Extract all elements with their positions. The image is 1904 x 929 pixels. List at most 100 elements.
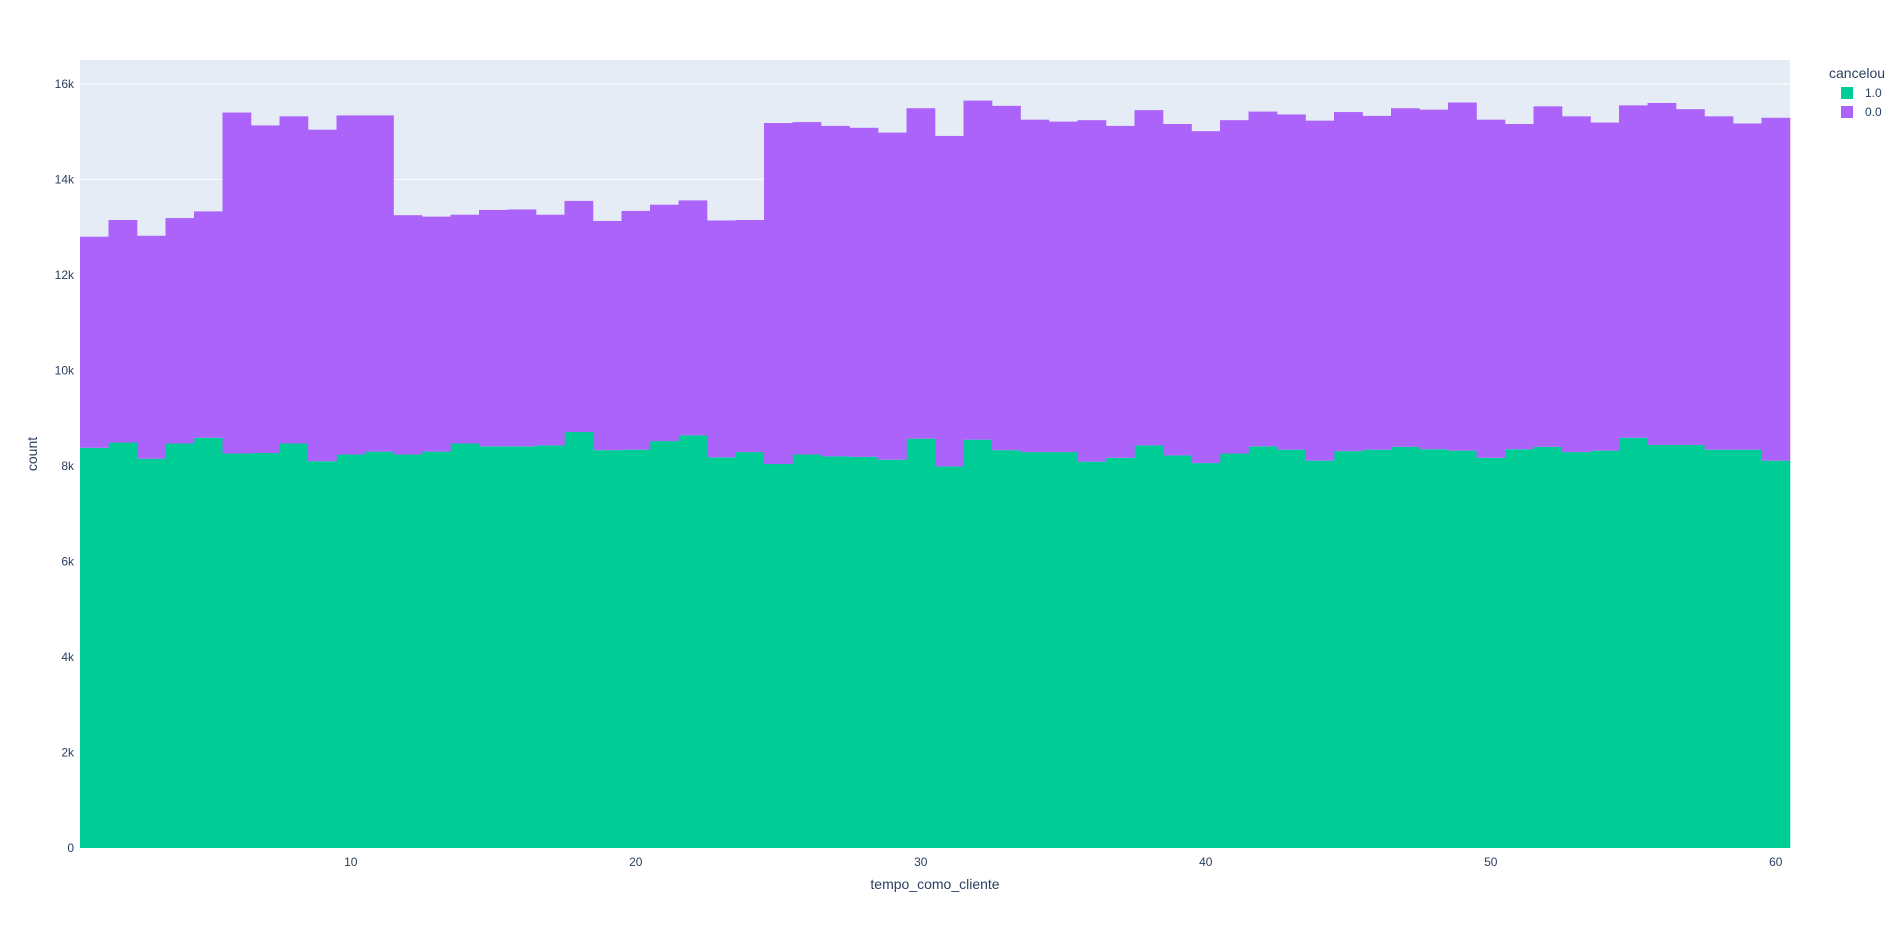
bar-0.0-x43[interactable] xyxy=(1277,114,1306,450)
bar-0.0-x22[interactable] xyxy=(678,200,708,436)
bar-1.0-x36[interactable] xyxy=(1077,461,1107,848)
bar-1.0-x11[interactable] xyxy=(365,451,394,848)
bar-1.0-x60[interactable] xyxy=(1761,460,1791,848)
bar-1.0-x52[interactable] xyxy=(1533,446,1563,848)
bar-0.0-x36[interactable] xyxy=(1077,120,1107,462)
bar-0.0-x54[interactable] xyxy=(1590,122,1620,451)
bar-0.0-x17[interactable] xyxy=(536,214,565,446)
bar-1.0-x25[interactable] xyxy=(764,464,793,848)
bar-1.0-x46[interactable] xyxy=(1362,449,1392,848)
bar-0.0-x48[interactable] xyxy=(1419,109,1449,450)
bar-0.0-x19[interactable] xyxy=(593,220,622,451)
bar-0.0-x31[interactable] xyxy=(935,135,964,467)
bar-1.0-x29[interactable] xyxy=(878,459,907,848)
bar-1.0-x37[interactable] xyxy=(1106,457,1135,848)
bar-0.0-x29[interactable] xyxy=(878,132,907,460)
bar-0.0-x56[interactable] xyxy=(1647,102,1677,445)
bar-1.0-x57[interactable] xyxy=(1676,444,1705,848)
bar-0.0-x16[interactable] xyxy=(507,209,537,447)
bar-0.0-x37[interactable] xyxy=(1106,125,1135,458)
bar-1.0-x45[interactable] xyxy=(1334,451,1363,848)
bar-0.0-x7[interactable] xyxy=(251,125,280,454)
bar-1.0-x26[interactable] xyxy=(792,454,822,848)
bar-0.0-x20[interactable] xyxy=(621,210,651,450)
bar-1.0-x47[interactable] xyxy=(1391,446,1420,848)
bar-0.0-x24[interactable] xyxy=(735,219,765,453)
bar-1.0-x56[interactable] xyxy=(1647,444,1677,848)
bar-0.0-x49[interactable] xyxy=(1448,102,1477,451)
bar-0.0-x45[interactable] xyxy=(1334,112,1363,452)
legend[interactable]: cancelou 1.0 0.0 xyxy=(1829,65,1885,119)
bar-1.0-x16[interactable] xyxy=(507,446,537,848)
bar-0.0-x38[interactable] xyxy=(1134,110,1164,446)
bar-0.0-x12[interactable] xyxy=(393,215,423,455)
bar-1.0-x8[interactable] xyxy=(279,443,309,848)
bar-1.0-x17[interactable] xyxy=(536,445,565,848)
bar-1.0-x12[interactable] xyxy=(393,454,423,848)
bar-0.0-x58[interactable] xyxy=(1704,116,1734,450)
bar-1.0-x58[interactable] xyxy=(1704,449,1734,848)
bar-0.0-x27[interactable] xyxy=(821,125,850,457)
bar-1.0-x50[interactable] xyxy=(1476,457,1506,848)
bar-1.0-x40[interactable] xyxy=(1191,463,1221,848)
bar-1.0-x34[interactable] xyxy=(1020,452,1050,848)
bar-1.0-x21[interactable] xyxy=(650,441,679,848)
bar-0.0-x51[interactable] xyxy=(1505,123,1534,450)
bar-0.0-x40[interactable] xyxy=(1191,131,1221,464)
bar-1.0-x38[interactable] xyxy=(1134,445,1164,848)
bar-0.0-x55[interactable] xyxy=(1619,105,1648,438)
bar-0.0-x39[interactable] xyxy=(1163,123,1192,456)
bar-0.0-x15[interactable] xyxy=(479,209,508,447)
bar-0.0-x41[interactable] xyxy=(1220,120,1249,454)
bar-0.0-x35[interactable] xyxy=(1049,121,1078,453)
bar-1.0-x43[interactable] xyxy=(1277,449,1306,848)
bar-1.0-x55[interactable] xyxy=(1619,437,1648,848)
bar-1.0-x15[interactable] xyxy=(479,446,508,848)
bar-0.0-x2[interactable] xyxy=(108,219,138,443)
bar-0.0-x23[interactable] xyxy=(707,220,736,458)
bars-layer[interactable] xyxy=(80,100,1791,848)
bar-0.0-x18[interactable] xyxy=(564,200,594,433)
bar-1.0-x19[interactable] xyxy=(593,450,622,848)
bar-1.0-x49[interactable] xyxy=(1448,450,1477,848)
bar-1.0-x24[interactable] xyxy=(735,452,765,848)
bar-1.0-x9[interactable] xyxy=(308,461,337,848)
bar-0.0-x4[interactable] xyxy=(165,218,195,444)
bar-1.0-x2[interactable] xyxy=(108,442,138,848)
bar-0.0-x53[interactable] xyxy=(1562,116,1591,453)
bar-1.0-x13[interactable] xyxy=(422,451,451,848)
series-1.0[interactable] xyxy=(80,432,1791,848)
bar-0.0-x9[interactable] xyxy=(308,129,337,462)
bar-0.0-x59[interactable] xyxy=(1733,123,1762,450)
bar-0.0-x46[interactable] xyxy=(1362,115,1392,450)
bar-0.0-x3[interactable] xyxy=(137,235,166,459)
bar-0.0-x60[interactable] xyxy=(1761,117,1791,461)
bar-1.0-x5[interactable] xyxy=(194,437,223,848)
bar-1.0-x22[interactable] xyxy=(678,435,708,848)
bar-1.0-x3[interactable] xyxy=(137,458,166,848)
bar-1.0-x4[interactable] xyxy=(165,443,195,848)
bar-0.0-x26[interactable] xyxy=(792,122,822,455)
bar-1.0-x54[interactable] xyxy=(1590,450,1620,848)
bar-0.0-x25[interactable] xyxy=(764,123,793,465)
bar-1.0-x33[interactable] xyxy=(992,450,1021,848)
bar-0.0-x32[interactable] xyxy=(963,100,993,440)
bar-0.0-x44[interactable] xyxy=(1305,120,1335,461)
bar-1.0-x18[interactable] xyxy=(564,432,594,848)
bar-1.0-x51[interactable] xyxy=(1505,449,1534,848)
bar-0.0-x14[interactable] xyxy=(450,214,480,444)
bar-1.0-x20[interactable] xyxy=(621,449,651,848)
bar-1.0-x39[interactable] xyxy=(1163,455,1192,848)
bar-1.0-x7[interactable] xyxy=(251,453,280,848)
legend-item-0.0[interactable]: 0.0 xyxy=(1841,105,1882,119)
bar-0.0-x57[interactable] xyxy=(1676,109,1705,445)
bar-1.0-x23[interactable] xyxy=(707,457,736,848)
series-0.0[interactable] xyxy=(80,100,1791,467)
bar-0.0-x13[interactable] xyxy=(422,216,451,452)
bar-1.0-x31[interactable] xyxy=(935,466,964,848)
bar-0.0-x10[interactable] xyxy=(336,115,366,455)
bar-0.0-x6[interactable] xyxy=(222,112,252,454)
bar-1.0-x59[interactable] xyxy=(1733,449,1762,848)
bar-1.0-x14[interactable] xyxy=(450,443,480,848)
bar-1.0-x28[interactable] xyxy=(849,456,879,848)
